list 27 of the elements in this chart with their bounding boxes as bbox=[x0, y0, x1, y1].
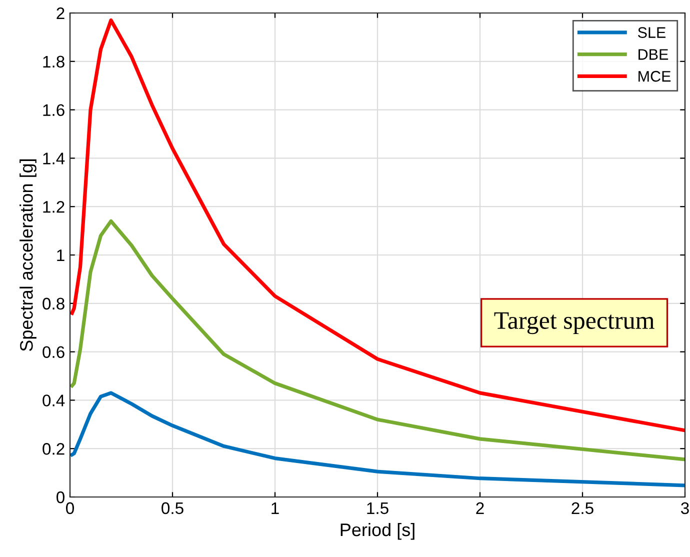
y-tick-label: 0.2 bbox=[42, 443, 64, 455]
x-tick-label: 0.5 bbox=[162, 502, 184, 514]
line-series bbox=[70, 391, 685, 488]
x-axis-title: Period [s] bbox=[340, 522, 414, 540]
y-tick-label: 0.4 bbox=[42, 394, 65, 406]
legend-label: DBE bbox=[638, 49, 668, 60]
y-tick-label: 0.8 bbox=[42, 298, 64, 310]
x-tick-label: 1 bbox=[272, 502, 279, 514]
x-tick-label: 3 bbox=[681, 502, 689, 514]
y-tick-label: 1.8 bbox=[43, 56, 64, 68]
y-tick-label: 0 bbox=[56, 491, 64, 504]
x-tick-label: 2 bbox=[476, 502, 484, 514]
y-tick-label: 1 bbox=[57, 250, 64, 262]
y-tick-label: 1.2 bbox=[43, 201, 64, 213]
y-tick-label: 1.4 bbox=[43, 152, 65, 164]
x-tick-label: 2.5 bbox=[572, 502, 594, 514]
legend-label: SLE bbox=[638, 27, 666, 38]
legend-label: MCE bbox=[638, 70, 671, 82]
y-tick-label: 0.6 bbox=[42, 346, 64, 358]
y-tick-label: 2 bbox=[56, 7, 64, 20]
x-tick-label: 0 bbox=[66, 502, 74, 514]
y-tick-label: 1.6 bbox=[43, 104, 64, 116]
line-series bbox=[70, 18, 685, 432]
annotation: Target spectrum bbox=[494, 312, 654, 334]
y-axis-title: Spectral acceleration [g] bbox=[20, 159, 36, 352]
line-series bbox=[70, 219, 685, 462]
x-tick-label: 1.5 bbox=[367, 502, 388, 514]
